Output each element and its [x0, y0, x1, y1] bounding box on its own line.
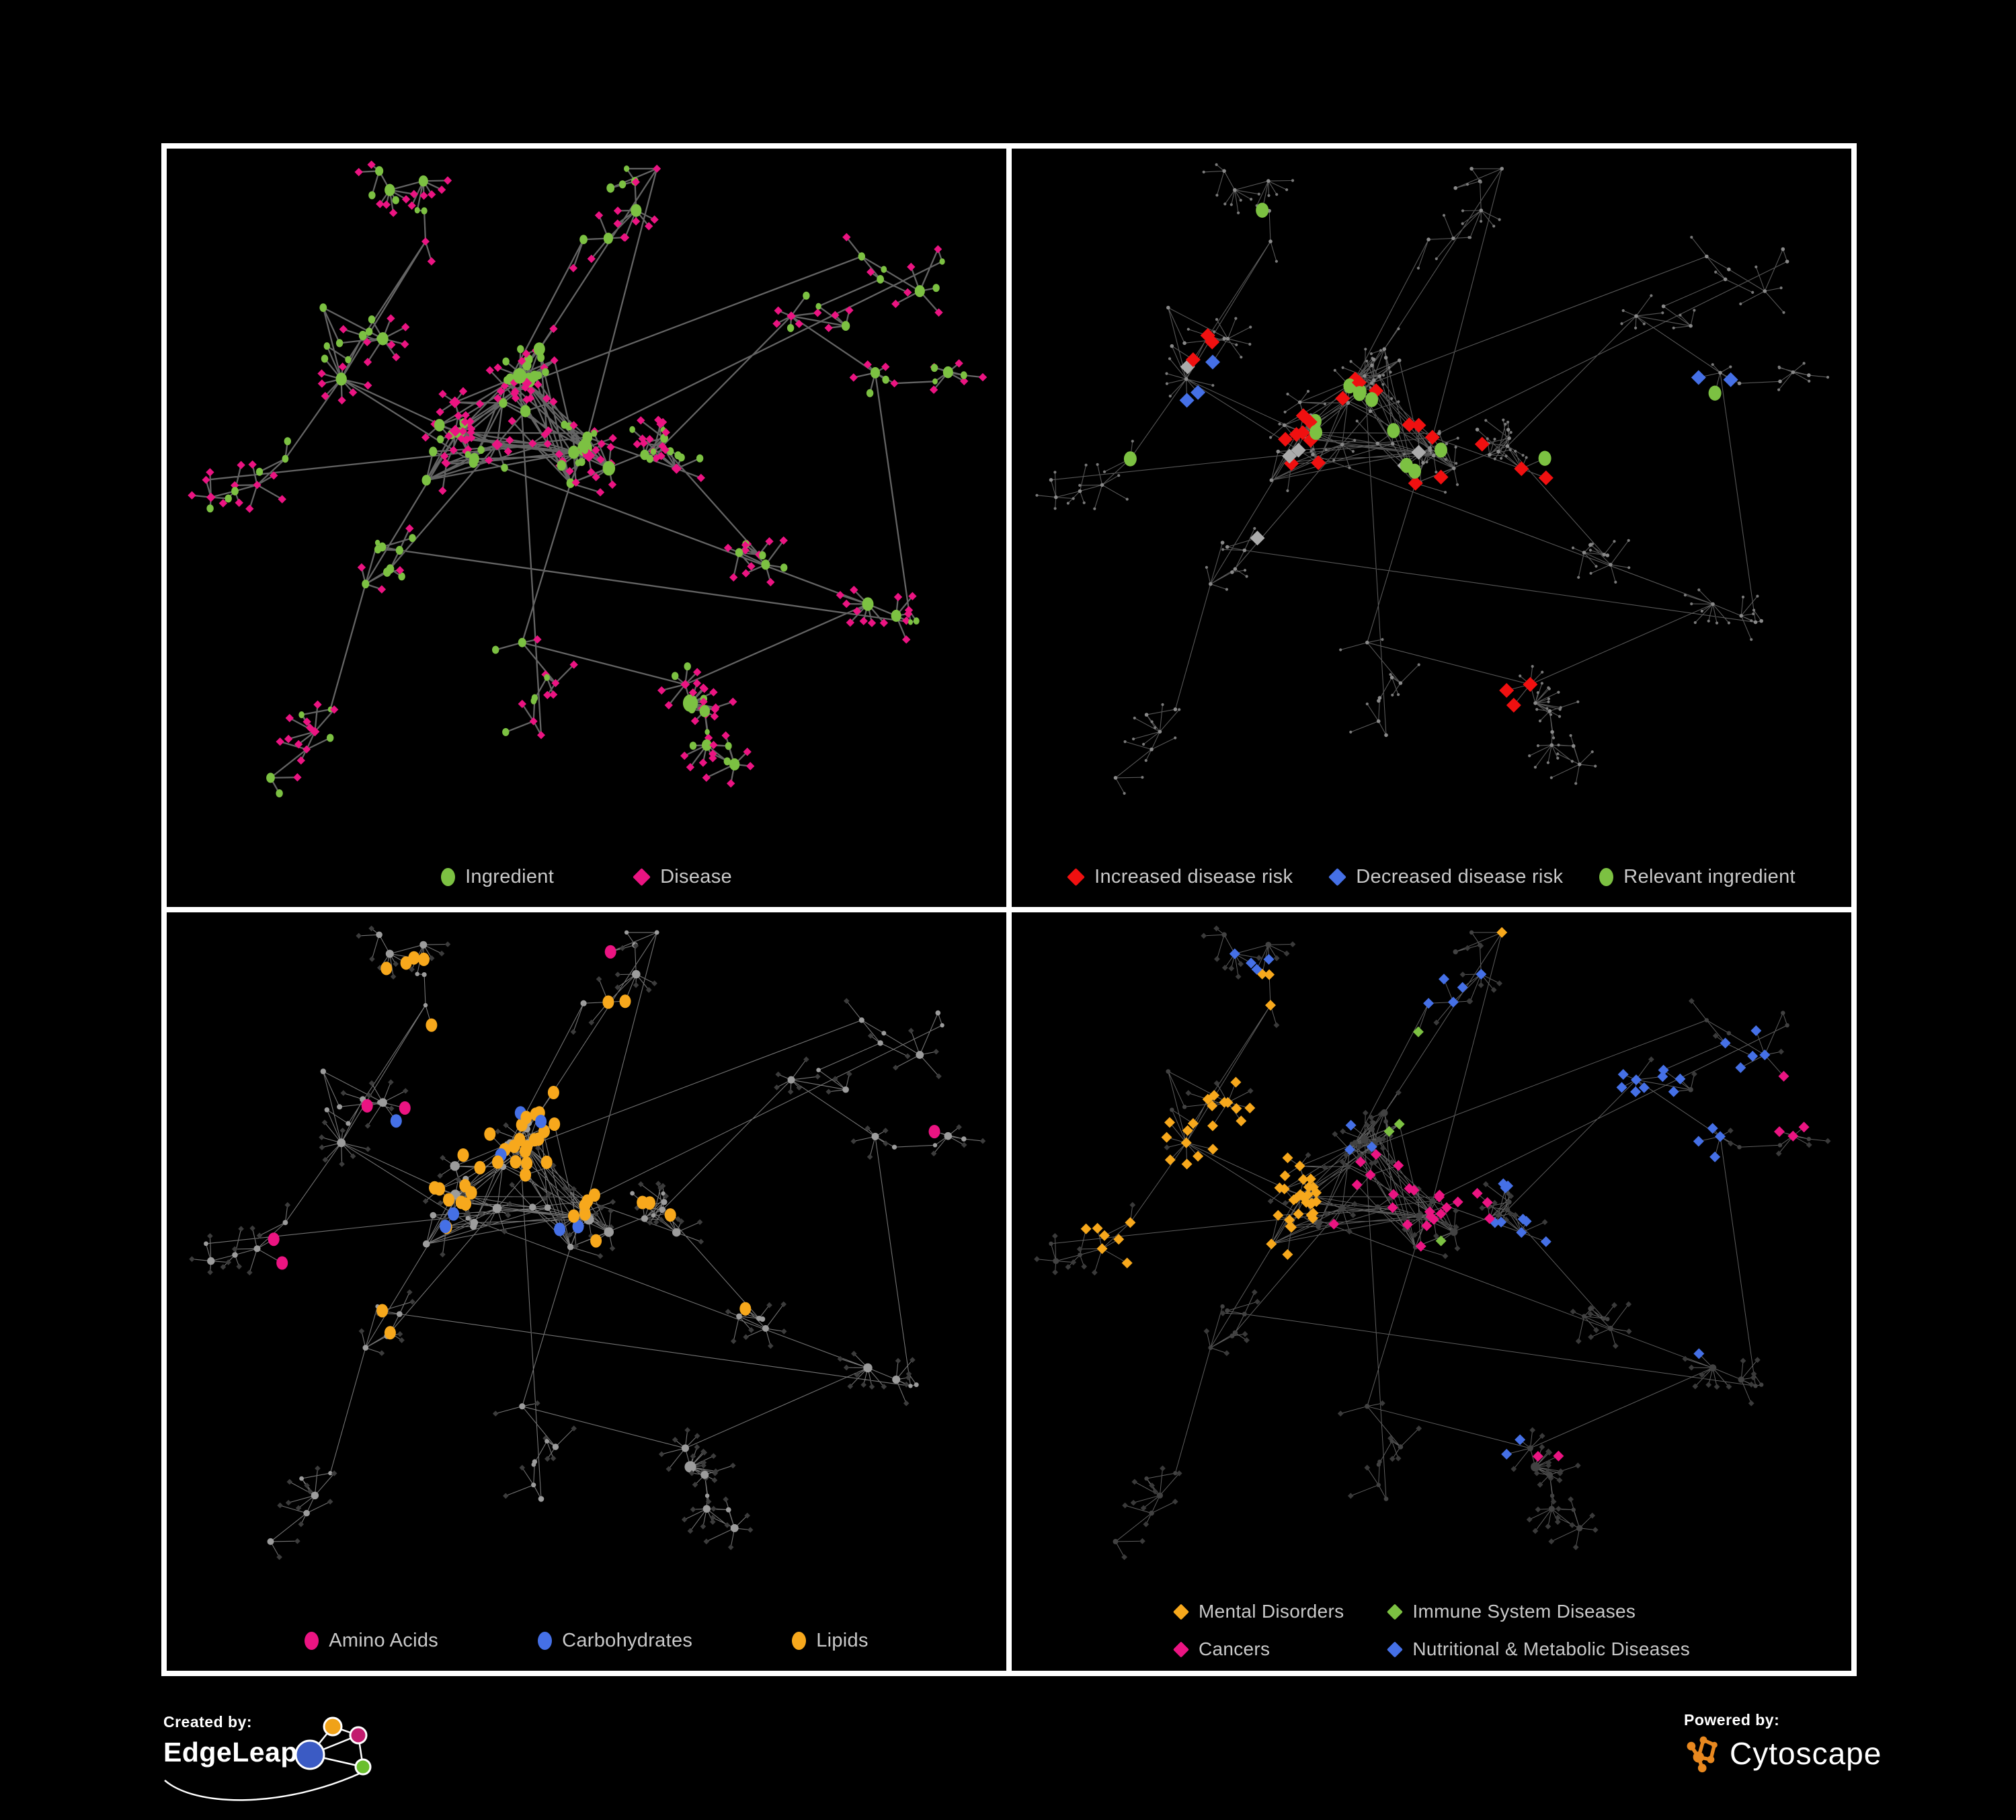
- diamond-marker-icon: [1172, 1603, 1189, 1620]
- created-by-block: Created by: EdgeLeap: [163, 1713, 446, 1817]
- legend-item-lipids: Lipids: [792, 1630, 869, 1652]
- legend-label: Immune System Diseases: [1412, 1601, 1636, 1622]
- legend-disease-risk: Increased disease risk Decreased disease …: [1012, 866, 1851, 888]
- legend-label: Carbohydrates: [562, 1630, 693, 1651]
- panel-disease-categories: Mental Disorders Immune System Diseases Ca…: [1012, 912, 1851, 1671]
- edgeleap-node-magenta: [349, 1726, 368, 1745]
- edgeleap-swoosh: [164, 1771, 363, 1801]
- legend-item-immune-system-diseases: Immune System Diseases: [1386, 1601, 1636, 1622]
- legend-item-cancers: Cancers: [1172, 1638, 1271, 1660]
- legend-label: Lipids: [816, 1630, 869, 1651]
- legend-item-amino-acids: Amino Acids: [305, 1630, 438, 1652]
- legend-item-mental-disorders: Mental Disorders: [1172, 1601, 1344, 1622]
- legend-item-increased-disease-risk: Increased disease risk: [1067, 866, 1293, 888]
- network-graph-ingredient-disease: [188, 160, 987, 797]
- diamond-marker-icon: [1172, 1640, 1189, 1658]
- network-graph-disease-risk: [1035, 163, 1830, 795]
- circle-marker-icon: [1599, 868, 1614, 886]
- panel-macronutrients: Amino Acids Carbohydrates Lipids: [167, 912, 1006, 1671]
- legend-item-nutritional-metabolic-diseases: Nutritional & Metabolic Diseases: [1386, 1638, 1691, 1660]
- legend-item-carbohydrates: Carbohydrates: [538, 1630, 692, 1652]
- cytoscape-logo-icon: [1687, 1736, 1718, 1773]
- circle-marker-icon: [538, 1632, 553, 1650]
- legend-label: Nutritional & Metabolic Diseases: [1412, 1638, 1691, 1659]
- legend-item-decreased-disease-risk: Decreased disease risk: [1328, 866, 1564, 888]
- legend-label: Amino Acids: [329, 1630, 439, 1651]
- network-graph-disease-categories: [1034, 925, 1831, 1560]
- legend-label: Ingredient: [465, 866, 555, 887]
- diamond-marker-icon: [1067, 868, 1086, 886]
- edgeleap-node-green: [354, 1758, 372, 1776]
- legend-item-disease: Disease: [633, 866, 732, 888]
- diamond-marker-icon: [633, 868, 651, 886]
- legend-label: Cancers: [1198, 1638, 1271, 1659]
- edgeleap-node-orange: [323, 1716, 343, 1737]
- powered-by-block: Powered by: Cytoscape: [1684, 1711, 1973, 1812]
- network-graph-macronutrients: [189, 925, 986, 1560]
- legend-label: Mental Disorders: [1198, 1601, 1344, 1622]
- panel-ingredient-disease: Ingredient Disease: [167, 149, 1006, 907]
- diamond-marker-icon: [1386, 1640, 1403, 1658]
- legend-label: Disease: [660, 866, 732, 887]
- legend-label: Increased disease risk: [1094, 866, 1293, 887]
- edgeleap-brand-text: EdgeLeap: [163, 1737, 298, 1768]
- cytoscape-brand-text: Cytoscape: [1730, 1736, 1882, 1771]
- created-by-caption: Created by:: [163, 1713, 253, 1731]
- diamond-marker-icon: [1386, 1603, 1403, 1620]
- legend-label: Decreased disease risk: [1356, 866, 1564, 887]
- edgeleap-node-blue: [294, 1739, 325, 1770]
- legend-item-relevant-ingredient: Relevant ingredient: [1599, 866, 1796, 888]
- legend-label: Relevant ingredient: [1623, 866, 1796, 887]
- circle-marker-icon: [441, 868, 456, 886]
- powered-by-caption: Powered by:: [1684, 1711, 1780, 1729]
- circle-marker-icon: [792, 1632, 807, 1650]
- circle-marker-icon: [305, 1632, 319, 1650]
- panel-grid: Ingredient Disease Increased disease risk…: [161, 143, 1857, 1676]
- panel-disease-risk: Increased disease risk Decreased disease …: [1012, 149, 1851, 907]
- edgeleap-logo-icon: [164, 1716, 372, 1801]
- legend-ingredient-disease: Ingredient Disease: [167, 866, 1006, 888]
- legend-item-ingredient: Ingredient: [441, 866, 554, 888]
- diamond-marker-icon: [1328, 868, 1347, 886]
- legend-disease-categories: Mental Disorders Immune System Diseases Ca…: [1172, 1601, 1691, 1660]
- legend-macronutrients: Amino Acids Carbohydrates Lipids: [167, 1630, 1006, 1652]
